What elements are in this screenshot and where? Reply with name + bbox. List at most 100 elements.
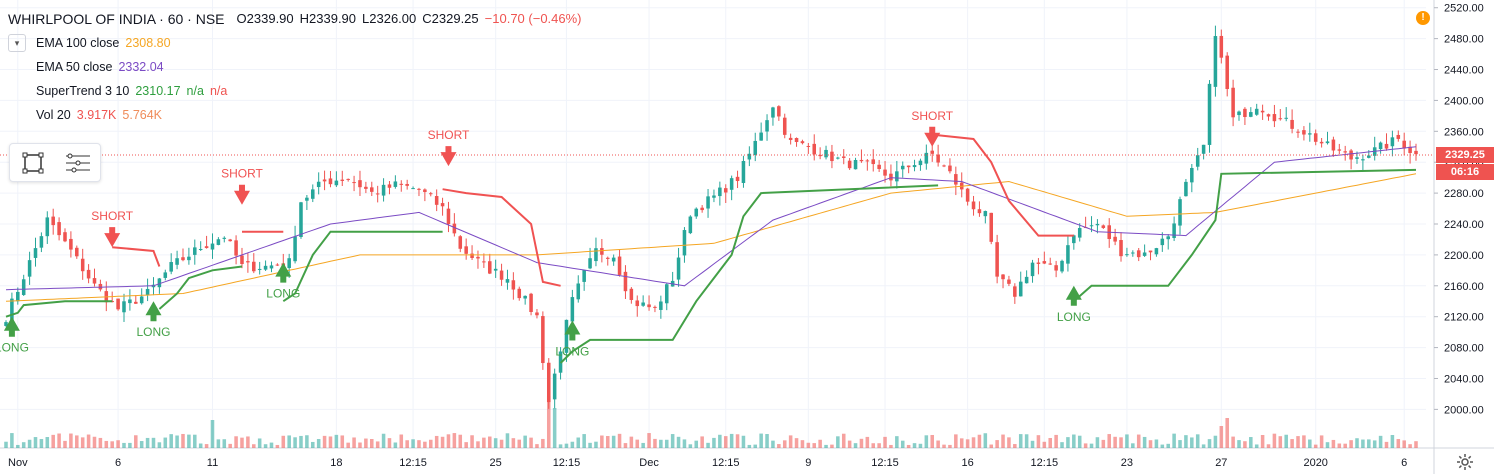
volume-bar [470, 435, 474, 448]
volume-bar [493, 438, 498, 448]
volume-bar [930, 434, 935, 448]
candle-body [1260, 110, 1265, 113]
price-tick-label: 2480.00 [1444, 34, 1484, 46]
candle-body [924, 152, 929, 164]
candle-body [906, 165, 911, 168]
indicator-value: n/a [186, 84, 204, 98]
price-tick-label: 2080.00 [1444, 343, 1484, 355]
volume-bar [16, 444, 20, 448]
volume-bar [806, 442, 811, 448]
candle-body [440, 203, 445, 207]
candle-body [482, 261, 486, 263]
volume-bar [588, 442, 592, 448]
volume-bar [128, 442, 132, 448]
price-tick-label: 2440.00 [1444, 65, 1484, 77]
indicator-value: 2310.17 [135, 84, 181, 98]
candle-body [653, 306, 657, 308]
object-tree-icon[interactable] [55, 144, 100, 181]
candle-body [134, 301, 138, 304]
candle-body [1243, 108, 1247, 118]
volume-bar [847, 440, 852, 448]
candle-body [98, 283, 103, 290]
indicator-ema100[interactable]: ▾ EMA 100 close 2308.80 [8, 31, 588, 55]
indicator-value: n/a [209, 84, 228, 98]
volume-bar [747, 444, 752, 448]
drawing-toolbar [9, 143, 101, 182]
indicator-ema50[interactable]: EMA 50 close 2332.04 [8, 55, 588, 79]
volume-bar [954, 434, 958, 448]
candle-body [1131, 252, 1135, 254]
volume-bar [1290, 439, 1294, 448]
volume-bar [1190, 437, 1194, 448]
candle-body [1095, 223, 1100, 226]
volume-bar [175, 435, 179, 448]
volume-bar [883, 436, 887, 448]
candle-body [405, 183, 409, 186]
candle-body [830, 151, 834, 162]
indicator-volume[interactable]: Vol 20 3.917K 5.764K [8, 103, 588, 127]
volume-bar [546, 396, 551, 448]
volume-bar [1148, 440, 1153, 448]
rectangle-select-icon[interactable] [10, 144, 55, 181]
candle-body [818, 154, 822, 157]
candle-body [1077, 228, 1082, 238]
volume-bar [464, 442, 468, 448]
chevron-down-icon[interactable]: ▾ [8, 34, 26, 52]
volume-bar [210, 420, 215, 448]
candle-body [470, 253, 474, 259]
open-value: O2339.90 [236, 11, 294, 26]
low-value: L2326.00 [362, 11, 417, 26]
short-signal-label: SHORT [428, 128, 470, 142]
candle-body [198, 248, 203, 250]
volume-bar [281, 435, 286, 448]
indicator-supertrend[interactable]: SuperTrend 3 10 2310.17 n/a n/a [8, 79, 588, 103]
volume-bar [1319, 435, 1324, 448]
volume-bar [411, 439, 415, 448]
candle-body [800, 141, 805, 144]
volume-bar [818, 439, 822, 448]
candle-body [936, 154, 940, 163]
candle-body [723, 188, 728, 193]
close-value: C2329.25 [422, 11, 479, 26]
candle-body [718, 187, 722, 197]
candle-body [1319, 141, 1324, 144]
volume-bar [269, 442, 274, 448]
volume-bar [535, 444, 539, 448]
volume-bar [576, 437, 581, 448]
gear-icon[interactable] [1456, 453, 1474, 471]
candle-body [788, 137, 793, 140]
volume-bar [830, 444, 834, 448]
candle-body [1278, 118, 1283, 120]
time-tick-label: 12:15 [871, 457, 899, 469]
candle-body [423, 189, 427, 193]
change-value: −10.70 (−0.46%) [484, 11, 582, 26]
candle-body [1007, 279, 1011, 284]
supertrend-up-line [158, 265, 243, 310]
symbol-title[interactable]: WHIRLPOOL OF INDIA · 60 · NSE [8, 11, 225, 27]
candle-body [954, 174, 958, 185]
time-tick-label: 12:15 [553, 457, 581, 469]
supertrend-up-line [1073, 168, 1417, 302]
volume-bar [989, 444, 993, 448]
long-signal-label: LONG [266, 287, 300, 301]
candle-body [1225, 55, 1229, 90]
volume-bar [788, 435, 793, 448]
candle-body [1331, 139, 1336, 151]
candle-body [399, 183, 404, 185]
candle-body [576, 283, 581, 300]
volume-bar [983, 433, 988, 448]
warning-icon[interactable]: ! [1416, 11, 1430, 25]
short-signal-label: SHORT [91, 209, 133, 223]
volume-bar [39, 439, 44, 448]
volume-bar [346, 442, 350, 448]
volume-bar [936, 440, 940, 448]
candle-body [859, 159, 864, 162]
volume-bar [1284, 434, 1288, 448]
volume-bar [694, 440, 699, 448]
volume-bar [1089, 443, 1094, 448]
volume-bar [57, 433, 61, 448]
candle-body [635, 300, 640, 307]
indicator-value: 3.917K [76, 108, 117, 122]
volume-bar [505, 433, 510, 448]
